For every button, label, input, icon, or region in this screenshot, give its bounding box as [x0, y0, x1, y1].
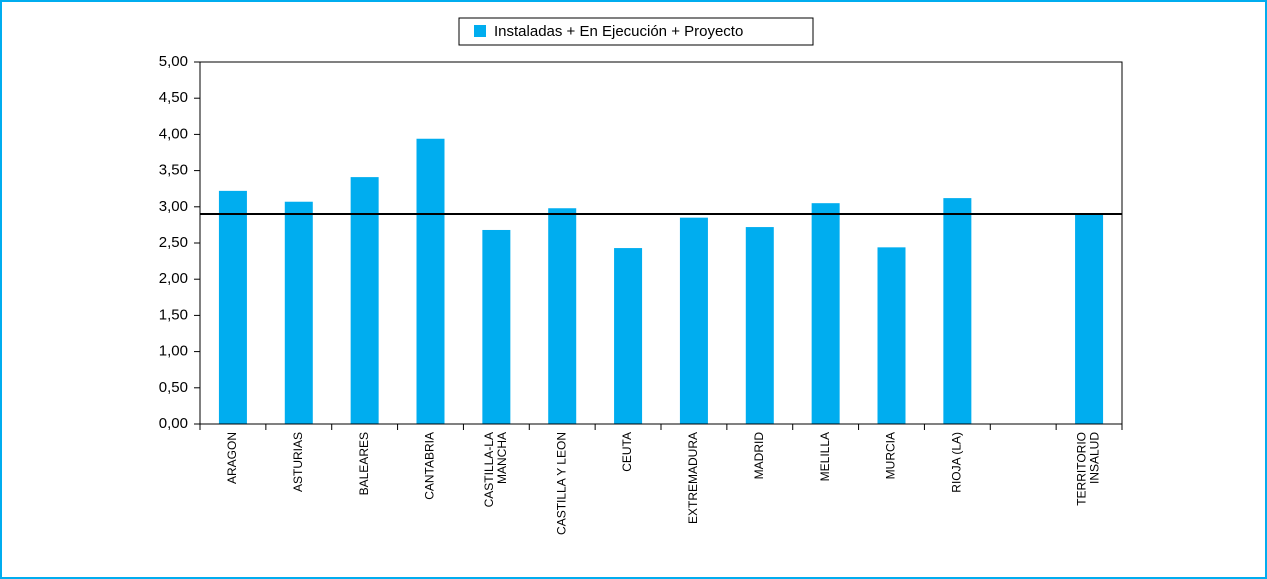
x-tick-label: BALEARES [357, 432, 371, 495]
y-tick-label: 4,50 [159, 89, 188, 106]
x-tick-label: ASTURIAS [291, 432, 305, 492]
x-tick-label: MADRID [752, 432, 766, 480]
x-tick-label: MURCIA [884, 432, 898, 479]
y-tick-label: 4,00 [159, 125, 188, 142]
bar [548, 208, 577, 424]
y-tick-label: 3,00 [159, 198, 188, 215]
legend-swatch [474, 25, 486, 37]
x-tick-label: CASTILLA Y LEON [554, 432, 568, 535]
bar [218, 190, 247, 424]
x-tick-label: CANTABRIA [423, 432, 437, 500]
x-tick-label: MELILLA [818, 432, 832, 481]
bar [482, 229, 511, 424]
legend [458, 17, 814, 46]
legend-label: Instaladas + En Ejecución + Proyecto [494, 23, 743, 40]
bar [416, 138, 445, 424]
x-tick-label: CASTILLA-LAMANCHA [482, 432, 509, 507]
bar [614, 248, 643, 424]
bar [284, 201, 313, 424]
y-tick-label: 0,50 [159, 379, 188, 396]
y-tick-label: 0,00 [159, 415, 188, 432]
y-tick-label: 2,50 [159, 234, 188, 251]
bar [745, 227, 774, 424]
bar [1075, 213, 1104, 424]
y-tick-label: 1,00 [159, 343, 188, 360]
x-tick-label: TERRITORIOINSALUD [1075, 432, 1102, 506]
y-tick-label: 3,50 [159, 162, 188, 179]
bar [811, 203, 840, 424]
x-tick-label: CEUTA [620, 432, 634, 472]
bar [943, 198, 972, 424]
y-tick-label: 2,00 [159, 270, 188, 287]
x-tick-label: ARAGON [225, 432, 239, 484]
bar [350, 177, 379, 424]
x-tick-label: RIOJA (LA) [950, 432, 964, 493]
bar [679, 217, 708, 424]
y-tick-label: 1,50 [159, 306, 188, 323]
x-tick-label: EXTREMADURA [686, 432, 700, 524]
bar [877, 247, 906, 424]
plot-area [199, 61, 1123, 425]
y-tick-label: 5,00 [159, 53, 188, 70]
